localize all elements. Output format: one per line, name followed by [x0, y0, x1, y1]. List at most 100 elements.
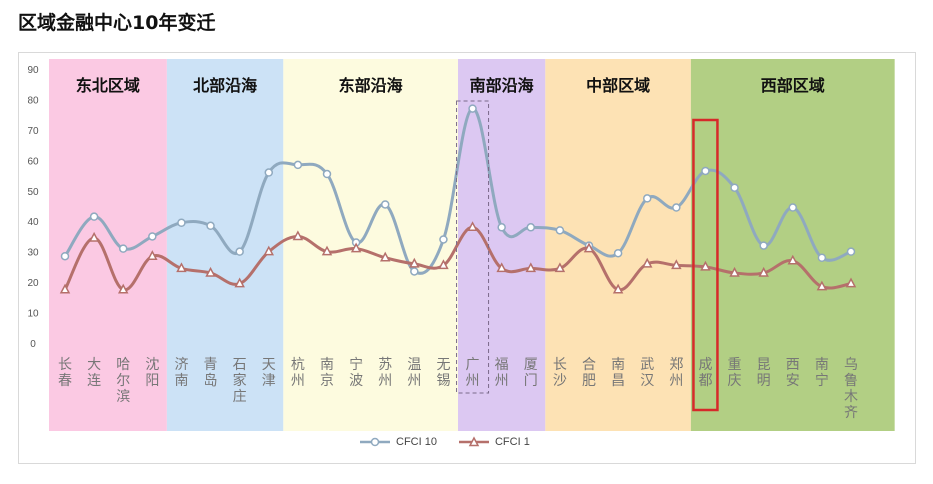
point-0-23	[730, 183, 739, 192]
point-0-16	[526, 223, 536, 232]
point-0-11	[380, 200, 390, 209]
x-tick-label-6: 石家庄	[233, 357, 247, 405]
point-1-5	[205, 266, 216, 277]
point-1-9	[321, 245, 333, 256]
region-label-5: 西部区域	[761, 76, 825, 95]
point-1-18	[583, 242, 595, 253]
point-0-24	[759, 241, 768, 250]
series-line-0	[63, 107, 853, 275]
region-band-2	[283, 59, 458, 431]
point-0-19	[613, 248, 623, 258]
x-tick-label-26: 南宁	[815, 357, 829, 389]
point-0-17	[555, 226, 565, 235]
x-tick-label-25: 西安	[786, 357, 800, 389]
point-1-20	[641, 257, 653, 268]
point-0-5	[206, 221, 215, 231]
point-1-6	[234, 277, 245, 288]
x-tick-label-9: 南京	[320, 357, 334, 389]
x-tick-label-1: 大连	[87, 357, 101, 389]
page-title: 区域金融中心10年变迁	[18, 12, 216, 34]
y-tick-label-9: 90	[27, 65, 39, 76]
y-tick-label-3: 30	[27, 248, 39, 259]
x-tick-label-23: 重庆	[728, 357, 742, 389]
y-tick-label-7: 70	[27, 126, 39, 137]
dashed-box-1	[456, 100, 490, 394]
point-0-6	[235, 247, 244, 256]
x-tick-label-4: 济南	[174, 357, 188, 389]
point-1-26	[816, 280, 828, 291]
x-tick-label-15: 福州	[495, 357, 509, 389]
point-0-2	[118, 244, 128, 253]
x-tick-label-3: 沈阳	[145, 357, 159, 389]
legend-swatch-cfci1	[458, 436, 489, 448]
point-1-27	[845, 277, 857, 288]
x-tick-label-21: 郑州	[669, 357, 683, 389]
point-1-7	[263, 245, 275, 256]
point-1-13	[438, 259, 449, 270]
x-tick-label-20: 武汉	[640, 357, 654, 389]
point-0-3	[148, 232, 157, 241]
chart-svg: 东北区域 北部沿海 东部沿海 南部沿海 中部区域 西部区域 0 10 20 30 40 50 60 70 8…	[27, 59, 895, 431]
point-0-15	[497, 223, 506, 232]
point-0-25	[788, 203, 798, 212]
region-label-1: 北部沿海	[193, 76, 257, 95]
region-band-0	[49, 59, 167, 431]
point-1-4	[176, 262, 187, 273]
x-tick-label-2: 哈尔滨	[116, 357, 130, 405]
point-0-8	[293, 160, 303, 170]
x-tick-label-7: 天津	[262, 357, 276, 389]
point-1-2	[117, 283, 129, 294]
chart-legend: CFCI 10 CFCI 1	[360, 434, 530, 450]
point-0-22	[701, 166, 710, 176]
y-tick-label-0: 0	[30, 339, 36, 350]
region-band-4	[545, 59, 691, 431]
point-0-1	[89, 212, 99, 221]
point-0-7	[264, 168, 274, 177]
point-0-0	[60, 251, 70, 261]
x-tick-label-14: 广州	[466, 357, 480, 389]
highlight-box-0	[692, 118, 719, 412]
point-1-12	[409, 257, 420, 268]
point-0-12	[410, 267, 419, 276]
x-tick-label-22: 成都	[698, 357, 712, 389]
x-tick-label-11: 苏州	[378, 357, 392, 389]
point-0-13	[439, 235, 448, 244]
region-label-0: 东北区域	[76, 76, 140, 95]
y-tick-label-1: 10	[27, 309, 39, 320]
y-tick-label-4: 40	[27, 217, 39, 228]
point-1-0	[59, 283, 71, 294]
point-1-19	[612, 283, 624, 294]
x-tick-label-12: 温州	[407, 357, 421, 389]
y-tick-label-8: 80	[27, 95, 39, 106]
series-line-1	[63, 225, 853, 292]
point-1-15	[496, 262, 507, 273]
legend-swatch-cfci10	[360, 436, 390, 448]
x-tick-label-13: 无锡	[436, 357, 450, 389]
point-1-10	[350, 242, 362, 253]
point-1-23	[729, 266, 740, 277]
point-1-21	[671, 259, 682, 270]
point-1-16	[525, 262, 537, 273]
x-tick-label-16: 厦门	[524, 357, 538, 389]
point-1-24	[758, 266, 769, 277]
x-tick-label-18: 合肥	[582, 357, 596, 389]
legend-item-cfci1: CFCI 1	[458, 436, 530, 448]
region-band-3	[458, 59, 546, 431]
region-label-2: 东部沿海	[339, 76, 403, 95]
region-band-5	[690, 59, 895, 431]
point-1-25	[787, 254, 799, 265]
x-tick-label-10: 宁波	[349, 356, 363, 389]
point-0-27	[846, 247, 856, 256]
point-1-8	[292, 230, 304, 241]
chart-frame: 东北区域 北部沿海 东部沿海 南部沿海 中部区域 西部区域 0 10 20 30 40 50 60 70 8…	[18, 52, 916, 464]
x-tick-label-5: 青岛	[204, 357, 218, 389]
point-1-17	[554, 262, 566, 273]
x-tick-label-0: 长春	[58, 357, 72, 389]
point-0-26	[817, 253, 827, 263]
point-0-14	[468, 104, 477, 113]
point-0-21	[672, 203, 681, 212]
legend-label-cfci1: CFCI 1	[494, 436, 530, 448]
x-tick-label-19: 南昌	[611, 357, 625, 389]
y-tick-label-5: 50	[27, 187, 39, 198]
x-tick-label-8: 杭州	[291, 357, 305, 389]
